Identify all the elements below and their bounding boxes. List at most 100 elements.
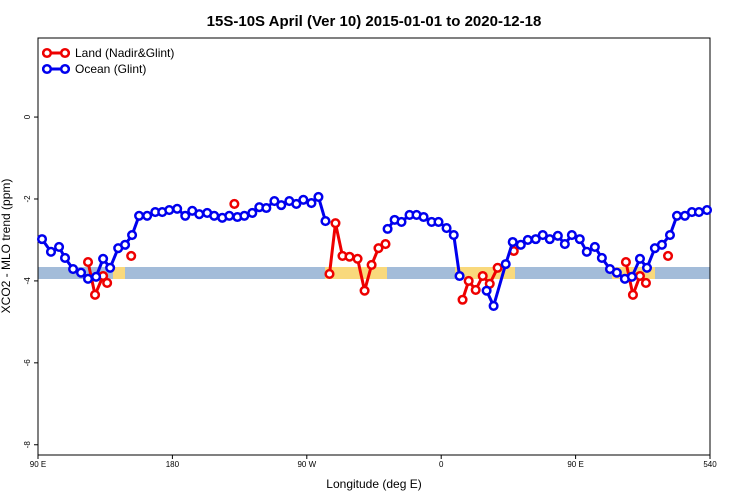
point xyxy=(522,234,533,245)
point xyxy=(581,246,592,257)
point xyxy=(488,300,499,311)
y-tick-label: -4 xyxy=(23,277,32,285)
point xyxy=(229,198,240,209)
point xyxy=(366,259,377,270)
y-tick-label: -8 xyxy=(23,441,32,449)
point xyxy=(298,194,309,205)
point xyxy=(172,203,183,214)
point xyxy=(507,236,518,248)
point xyxy=(457,294,468,305)
point xyxy=(448,229,459,241)
point xyxy=(441,223,452,234)
x-tick-label: 90 E xyxy=(30,460,46,469)
legend-marker xyxy=(59,47,71,59)
point xyxy=(276,200,287,211)
point xyxy=(120,239,131,250)
land-band xyxy=(325,267,387,279)
point xyxy=(89,289,101,300)
point xyxy=(481,285,492,296)
point xyxy=(247,207,258,218)
point xyxy=(134,210,145,221)
x-tick-label: 90 E xyxy=(567,460,583,469)
point xyxy=(396,216,407,227)
x-tick-label: 0 xyxy=(439,460,444,469)
point xyxy=(142,210,153,221)
point xyxy=(68,263,79,275)
point xyxy=(620,257,631,268)
x-tick-label: 540 xyxy=(703,460,717,469)
point xyxy=(671,210,683,221)
point xyxy=(224,210,235,221)
point xyxy=(344,251,355,262)
x-tick-label: 180 xyxy=(166,460,180,469)
point xyxy=(566,229,577,241)
point xyxy=(574,234,585,245)
point xyxy=(324,268,335,279)
point xyxy=(239,210,250,221)
point xyxy=(662,250,674,261)
point xyxy=(359,285,370,296)
point xyxy=(320,216,331,227)
point xyxy=(537,229,548,241)
point xyxy=(477,270,488,282)
plot-frame xyxy=(37,37,711,456)
point xyxy=(330,218,341,229)
point xyxy=(559,238,570,250)
point xyxy=(634,270,646,282)
point xyxy=(701,204,713,216)
point xyxy=(656,239,667,250)
y-tick-label: -6 xyxy=(23,359,32,367)
point xyxy=(180,210,191,221)
point xyxy=(75,267,87,278)
point xyxy=(127,229,138,241)
point xyxy=(530,234,541,245)
point xyxy=(91,271,102,282)
point xyxy=(596,252,607,264)
point xyxy=(102,277,113,289)
legend-label: Land (Nadir&Glint) xyxy=(75,46,174,60)
point xyxy=(433,216,444,227)
point xyxy=(515,239,526,250)
legend-marker xyxy=(41,63,53,75)
land-band xyxy=(113,267,125,279)
point xyxy=(470,284,481,295)
point xyxy=(634,253,646,264)
point xyxy=(82,257,94,268)
point xyxy=(611,267,622,278)
point xyxy=(269,195,280,207)
point xyxy=(640,277,651,289)
legend-marker xyxy=(41,47,53,59)
point xyxy=(164,204,175,216)
point xyxy=(306,198,317,209)
point xyxy=(105,262,116,273)
legend-marker xyxy=(59,63,71,75)
point xyxy=(627,289,638,300)
x-axis-label: Longitude (deg E) xyxy=(326,477,421,491)
x-tick-label: 90 W xyxy=(297,460,316,469)
legend-label: Ocean (Glint) xyxy=(75,62,146,76)
point xyxy=(373,243,384,254)
point xyxy=(194,209,205,220)
y-axis-label: XCO2 - MLO trend (ppm) xyxy=(0,179,13,314)
point xyxy=(544,234,555,245)
point xyxy=(382,223,393,234)
point xyxy=(261,202,272,214)
point xyxy=(641,262,653,273)
point xyxy=(45,246,57,257)
point xyxy=(552,230,563,241)
point xyxy=(589,241,600,252)
point xyxy=(492,262,503,273)
point xyxy=(693,207,704,218)
point xyxy=(209,210,220,221)
point xyxy=(454,270,465,282)
point xyxy=(500,259,511,270)
point xyxy=(313,191,324,202)
y-tick-label: -2 xyxy=(23,195,32,203)
point xyxy=(626,271,637,282)
point xyxy=(380,238,391,250)
point xyxy=(463,275,474,286)
point xyxy=(82,273,94,284)
point xyxy=(418,211,429,223)
point xyxy=(352,253,363,264)
